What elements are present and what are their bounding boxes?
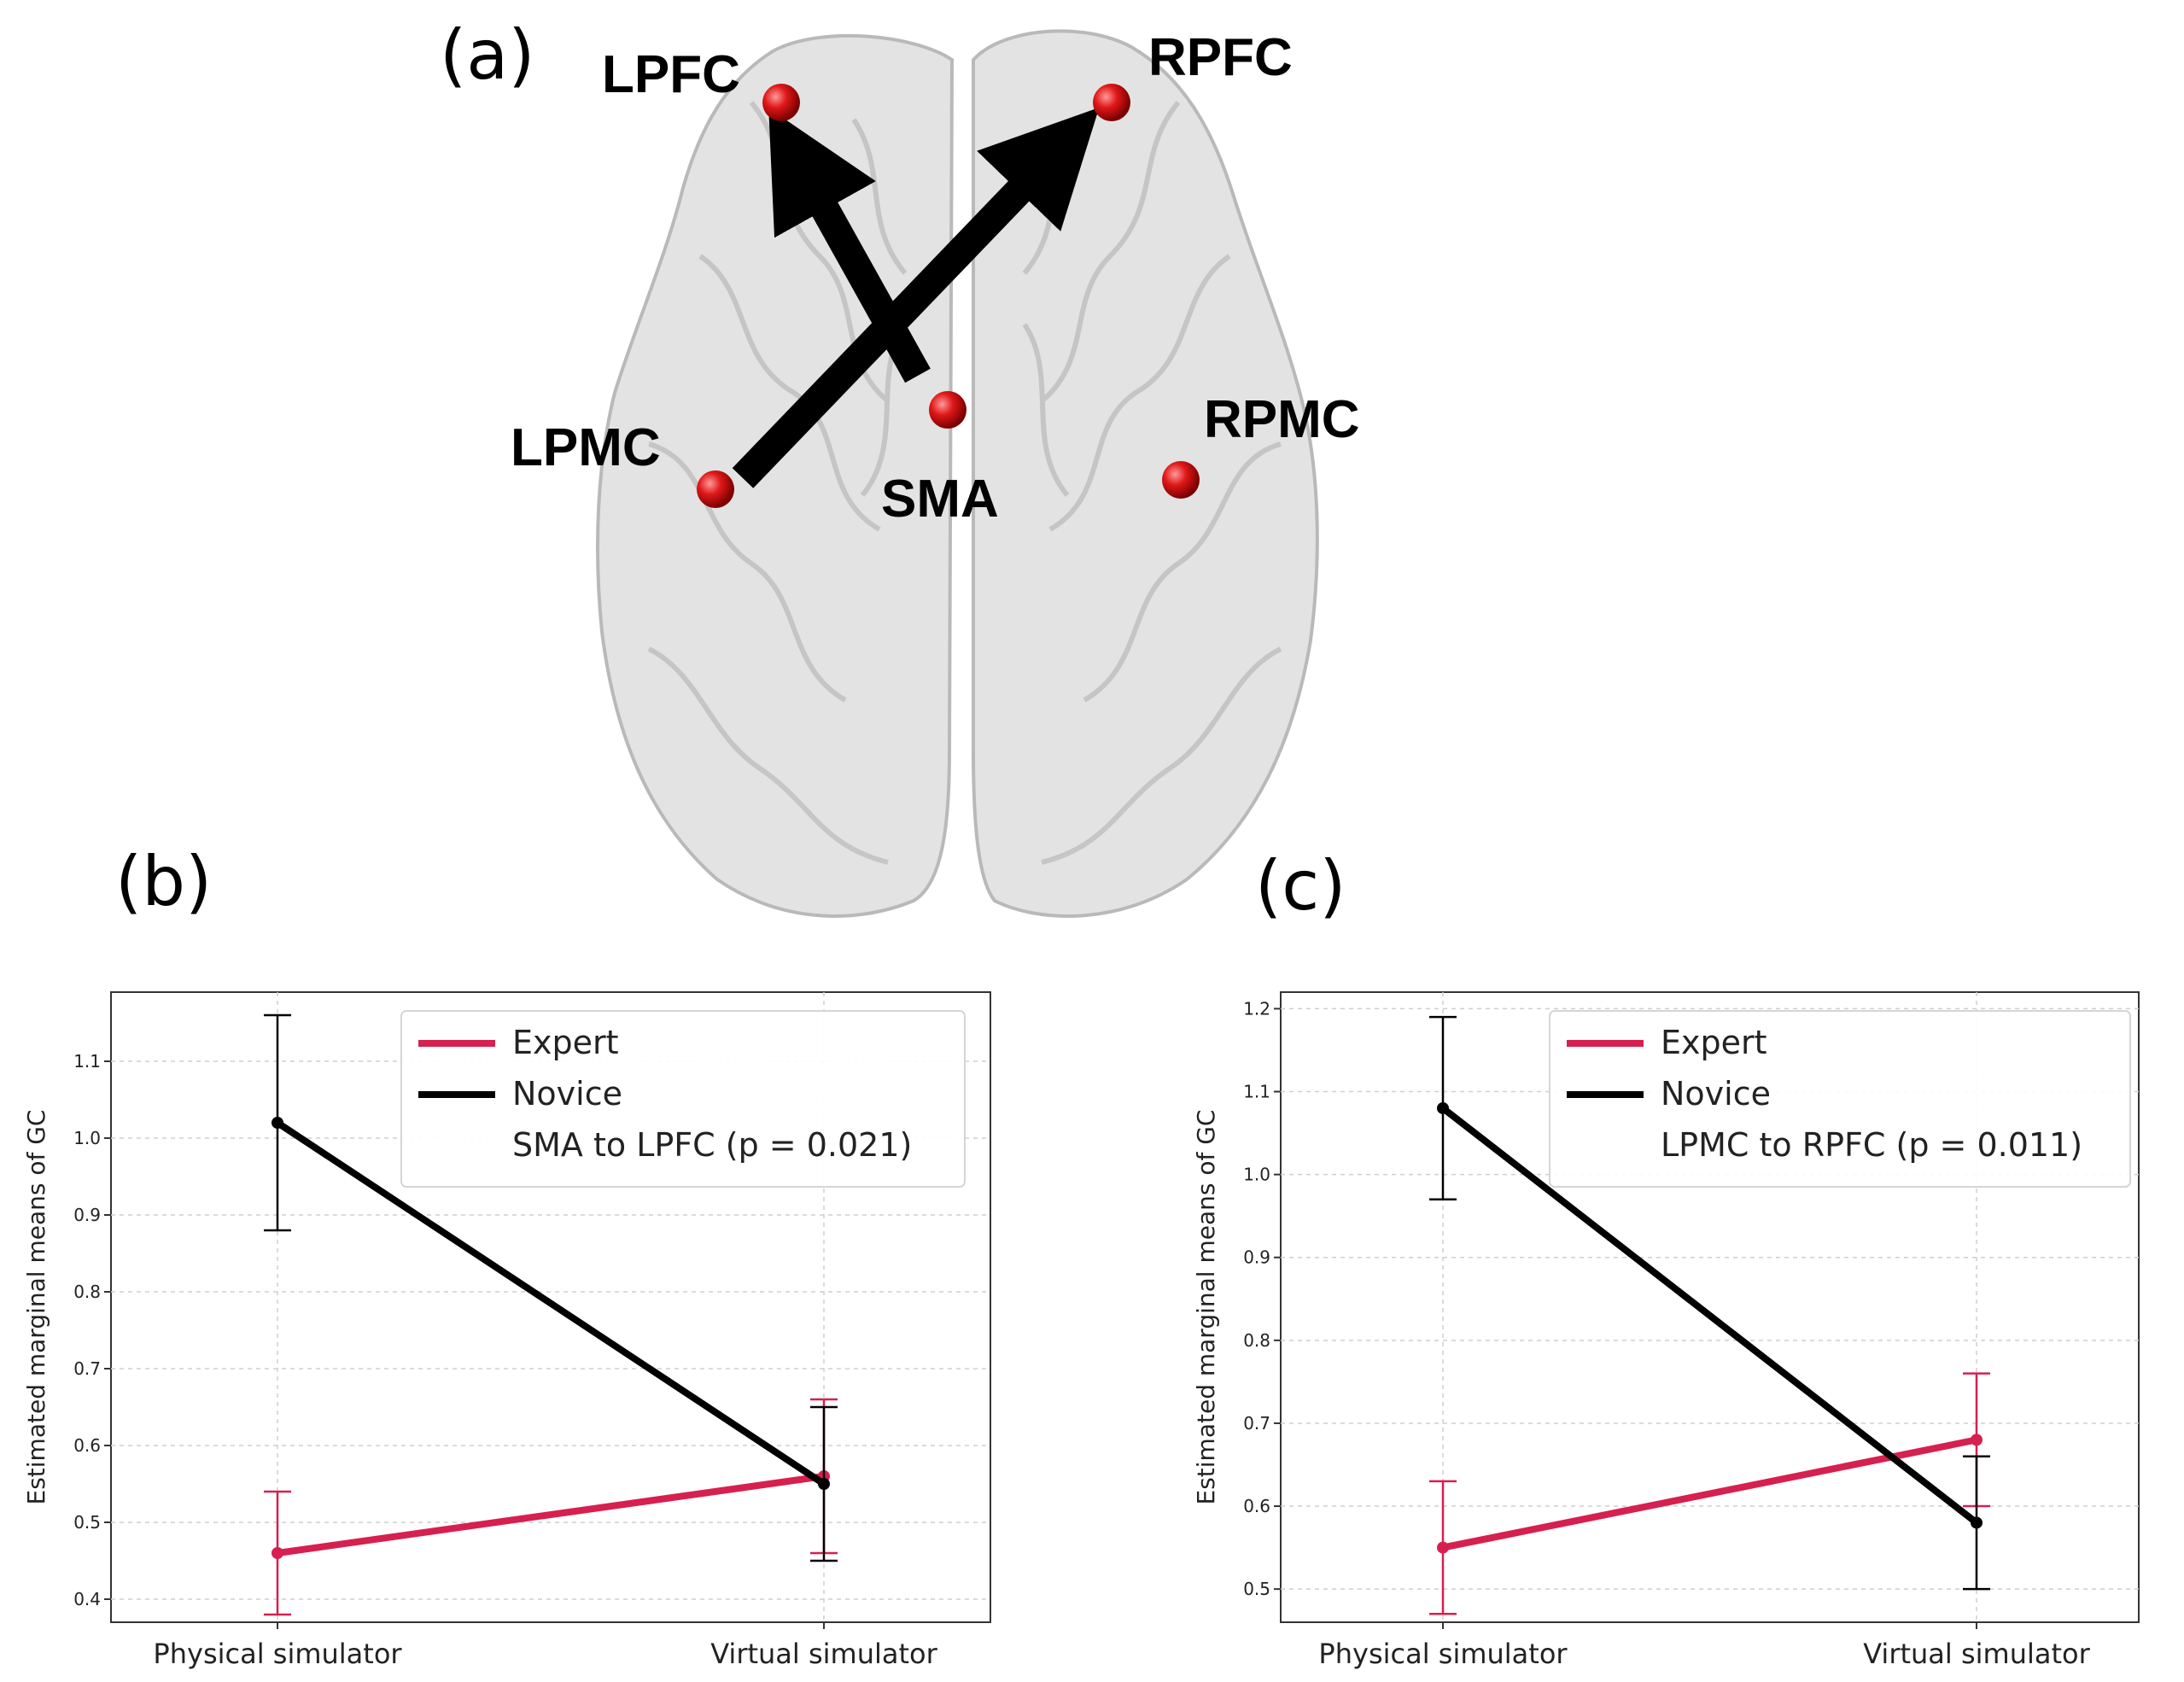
y-tick-label: 1.0 <box>1243 1165 1270 1185</box>
label-lpfc: LPFC <box>602 45 740 104</box>
label-rpfc: RPFC <box>1148 28 1293 87</box>
y-tick-label: 0.6 <box>73 1435 101 1456</box>
y-tick-label: 0.4 <box>73 1589 101 1609</box>
legend-entry-note: SMA to LPFC (p = 0.021) <box>512 1126 912 1164</box>
data-point-novice <box>1971 1516 1983 1529</box>
legend-box <box>400 1010 966 1188</box>
series-line-novice <box>1439 1104 1980 1527</box>
y-axis-title: Estimated marginal means of GC <box>22 1110 50 1505</box>
panel-a: (a) <box>440 15 1360 918</box>
label-sma: SMA <box>881 470 999 529</box>
panel-a-label: (a) <box>440 15 534 95</box>
legend-entry-novice: Novice <box>1661 1075 1771 1113</box>
data-point-expert <box>1971 1434 1983 1446</box>
legend-entry-note: LPMC to RPFC (p = 0.011) <box>1661 1126 2082 1164</box>
y-tick-label: 0.7 <box>1243 1413 1270 1434</box>
label-lpmc: LPMC <box>511 418 661 477</box>
legend-entry-expert: Expert <box>512 1024 619 1061</box>
legend-entry-novice: Novice <box>512 1075 622 1113</box>
y-tick-label: 0.9 <box>1243 1247 1270 1268</box>
chart-b: 0.4 0.5 0.6 0.7 0.8 0.9 1.0 1.1 Physical simulat… <box>22 991 991 1670</box>
y-tick-label: 0.8 <box>73 1282 101 1302</box>
y-tick-label: 0.5 <box>73 1512 101 1533</box>
x-category-label: Physical simulator <box>153 1638 402 1670</box>
node-rpfc <box>1093 84 1130 121</box>
data-point-novice <box>818 1478 830 1490</box>
node-rpmc <box>1162 461 1200 499</box>
node-lpmc <box>697 470 734 508</box>
y-tick-label: 0.7 <box>73 1358 101 1379</box>
y-tick-label: 1.1 <box>73 1051 101 1072</box>
data-point-novice <box>1437 1101 1449 1114</box>
x-category-label: Virtual simulator <box>710 1638 937 1670</box>
y-tick-label: 0.6 <box>1243 1496 1270 1516</box>
y-tick-label: 0.8 <box>1243 1330 1270 1351</box>
y-tick-label: 0.5 <box>1243 1579 1270 1599</box>
node-sma <box>929 391 966 429</box>
y-tick-label: 0.9 <box>73 1205 101 1225</box>
y-axis-title: Estimated marginal means of GC <box>1192 1110 1220 1505</box>
x-category-label: Virtual simulator <box>1863 1638 2090 1670</box>
data-point-novice <box>272 1117 283 1129</box>
series-line-expert <box>274 1473 827 1556</box>
legend-box <box>1549 1010 2131 1188</box>
legend-entry-expert: Expert <box>1661 1024 1767 1061</box>
data-point-expert <box>1437 1541 1449 1554</box>
y-tick-label: 1.1 <box>1243 1082 1270 1102</box>
node-lpfc <box>762 84 800 121</box>
data-point-expert <box>272 1547 283 1559</box>
y-tick-label: 1.2 <box>1243 998 1270 1019</box>
x-category-label: Physical simulator <box>1318 1638 1568 1670</box>
arrow-sma-to-lpfc <box>768 108 931 383</box>
panel-c-label: (c) <box>1255 846 1346 926</box>
y-tick-label: 1.0 <box>73 1128 101 1148</box>
label-rpmc: RPMC <box>1204 390 1360 449</box>
chart-c: 0.5 0.6 0.7 0.8 0.9 1.0 1.1 1.2 Physical simulat… <box>1192 991 2140 1670</box>
panel-b-label: (b) <box>115 842 212 921</box>
arrow-lpmc-to-rpfc <box>732 107 1100 488</box>
series-line-novice <box>274 1119 827 1487</box>
